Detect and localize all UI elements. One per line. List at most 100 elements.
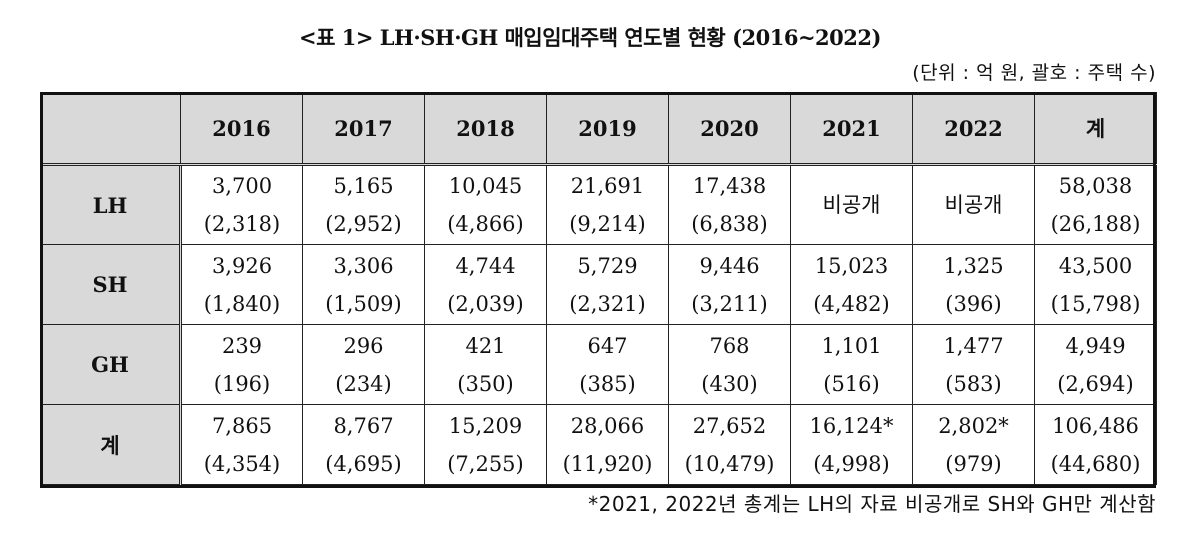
- cell-amount: 7,865: [211, 413, 273, 438]
- table-title: <표 1> LH·SH·GH 매입임대주택 연도별 현황 (2016~2022): [299, 25, 881, 50]
- cell-amount: 28,066: [570, 413, 645, 438]
- table-cell: 647 (385): [546, 324, 669, 405]
- table-row-total: 계 7,865 (4,354) 8,767 (4,695) 15,209 (7,255…: [40, 404, 1157, 485]
- cell-amount: 296: [343, 333, 384, 358]
- header-row: 2016 2017 2018 2019 2020 2021 2022 계: [40, 92, 1157, 166]
- table-cell: 43,500 (15,798): [1034, 244, 1157, 325]
- cell-amount: 1,101: [821, 333, 882, 358]
- cell-count: (44,680): [1050, 451, 1141, 476]
- table-cell: 16,124* (4,998): [790, 404, 913, 485]
- cell-count: (396): [945, 291, 1002, 316]
- table-cell-undisclosed: 비공개: [912, 164, 1035, 245]
- cell-amount: 16,124*: [809, 413, 894, 438]
- cell-count: (4,866): [447, 212, 524, 236]
- cell-amount: 2,802*: [938, 413, 1009, 438]
- cell-count: (385): [579, 371, 636, 396]
- cell-amount: 9,446: [699, 253, 760, 278]
- cell-count: (196): [213, 371, 271, 396]
- table-cell: 1,101 (516): [790, 324, 913, 405]
- header-2022: 2022: [912, 92, 1035, 166]
- cell-count: (1,840): [203, 291, 281, 316]
- cell-amount: 4,949: [1065, 333, 1126, 358]
- table-row-lh: LH 3,700 (2,318) 5,165 (2,952) 10,045 (4,86…: [40, 164, 1157, 245]
- cell-amount: 15,209: [448, 413, 523, 438]
- table-cell: 4,744 (2,039): [424, 244, 547, 325]
- cell-count: (26,188): [1050, 212, 1141, 236]
- cell-amount: 10,045: [448, 174, 523, 198]
- cell-count: (3,211): [691, 291, 768, 316]
- cell-amount: 768: [709, 333, 750, 358]
- cell-count: (4,354): [203, 451, 281, 476]
- cell-count: (15,798): [1050, 291, 1141, 316]
- cell-amount: 421: [465, 333, 506, 358]
- cell-amount: 15,023: [814, 253, 889, 278]
- table-cell: 1,477 (583): [912, 324, 1035, 405]
- table-cell: 5,729 (2,321): [546, 244, 669, 325]
- table-cell: 8,767 (4,695): [302, 404, 425, 485]
- cell-amount: 비공개: [822, 193, 881, 217]
- cell-amount: 5,165: [333, 174, 394, 198]
- header-2020: 2020: [668, 92, 791, 166]
- table-cell: 106,486 (44,680): [1034, 404, 1157, 485]
- table-cell: 4,949 (2,694): [1034, 324, 1157, 405]
- cell-count: (234): [335, 371, 392, 396]
- table-cell: 9,446 (3,211): [668, 244, 791, 325]
- row-label-gh: GH: [40, 324, 182, 405]
- table-row-gh: GH 239 (196) 296 (234) 421 (350) 647 (385) 7…: [40, 324, 1157, 405]
- cell-amount: 21,691: [570, 174, 645, 198]
- table-cell: 27,652 (10,479): [668, 404, 791, 485]
- cell-amount: 비공개: [944, 193, 1003, 217]
- table-cell: 28,066 (11,920): [546, 404, 669, 485]
- table-cell: 15,023 (4,482): [790, 244, 913, 325]
- table-cell: 239 (196): [180, 324, 303, 405]
- table-cell: 15,209 (7,255): [424, 404, 547, 485]
- table-cell: 1,325 (396): [912, 244, 1035, 325]
- table-cell: 768 (430): [668, 324, 791, 405]
- cell-count: (9,214): [569, 212, 646, 236]
- cell-amount: 5,729: [577, 253, 638, 278]
- cell-amount: 58,038: [1058, 174, 1133, 198]
- cell-amount: 239: [221, 333, 263, 358]
- cell-amount: 3,306: [333, 253, 394, 278]
- table-body: LH 3,700 (2,318) 5,165 (2,952) 10,045 (4,86…: [40, 164, 1157, 485]
- table-cell: 7,865 (4,354): [180, 404, 303, 485]
- table-row-sh: SH 3,926 (1,840) 3,306 (1,509) 4,744 (2,039…: [40, 244, 1157, 325]
- header-2018: 2018: [424, 92, 547, 166]
- cell-count: (11,920): [562, 451, 653, 476]
- cell-amount: 106,486: [1052, 413, 1139, 438]
- header-2019: 2019: [546, 92, 669, 166]
- table-cell: 296 (234): [302, 324, 425, 405]
- cell-count: (1,509): [325, 291, 402, 316]
- cell-count: (4,695): [325, 451, 402, 476]
- cell-amount: 43,500: [1058, 253, 1133, 278]
- cell-count: (2,039): [447, 291, 524, 316]
- cell-count: (7,255): [447, 451, 524, 476]
- cell-count: (2,321): [569, 291, 646, 316]
- table-cell: 58,038 (26,188): [1034, 164, 1157, 245]
- table-cell: 3,926 (1,840): [180, 244, 303, 325]
- cell-amount: 647: [587, 333, 628, 358]
- cell-count: (979): [945, 451, 1002, 476]
- table-cell: 2,802* (979): [912, 404, 1035, 485]
- cell-count: (583): [945, 371, 1002, 396]
- table-cell: 3,306 (1,509): [302, 244, 425, 325]
- header-corner-cell: [40, 92, 181, 166]
- cell-amount: 8,767: [333, 413, 394, 438]
- footnote: *2021, 2022년 총계는 LH의 자료 비공개로 SH와 GH만 계산함: [588, 492, 1156, 516]
- table-cell: 3,700 (2,318): [180, 164, 303, 245]
- cell-count: (430): [701, 371, 758, 396]
- table-header: 2016 2017 2018 2019 2020 2021 2022 계: [40, 92, 1157, 166]
- cell-amount: 4,744: [455, 253, 516, 278]
- table-cell: 21,691 (9,214): [546, 164, 669, 245]
- row-label-sh: SH: [40, 244, 182, 325]
- cell-count: (2,694): [1057, 371, 1134, 396]
- housing-table: 2016 2017 2018 2019 2020 2021 2022 계 LH …: [40, 92, 1157, 485]
- cell-count: (2,318): [203, 212, 281, 236]
- header-2017: 2017: [302, 92, 425, 166]
- cell-amount: 1,325: [943, 253, 1004, 278]
- header-2021: 2021: [790, 92, 913, 166]
- table-cell: 17,438 (6,838): [668, 164, 791, 245]
- cell-count: (10,479): [684, 451, 775, 476]
- cell-count: (6,838): [691, 212, 768, 236]
- cell-count: (4,482): [813, 291, 890, 316]
